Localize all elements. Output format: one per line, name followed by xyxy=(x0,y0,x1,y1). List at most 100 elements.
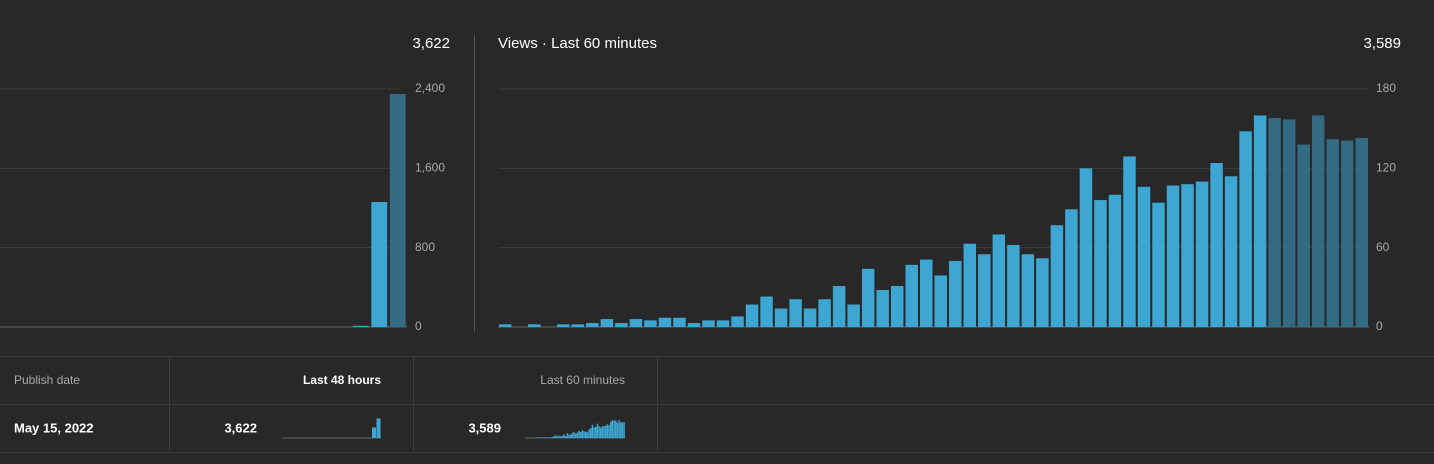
bar xyxy=(745,304,759,327)
bar xyxy=(600,319,614,327)
bar xyxy=(629,319,643,327)
sparkline-bar xyxy=(598,426,600,438)
y-tick-label: 0 xyxy=(1376,319,1383,333)
bar xyxy=(687,323,701,327)
table: Publish date Last 48 hours Last 60 minut… xyxy=(0,356,1434,453)
bar xyxy=(949,260,962,327)
sparkline-bar xyxy=(623,422,625,438)
sparkline-bar xyxy=(621,422,624,438)
sparkline-bar xyxy=(581,430,584,438)
bar xyxy=(890,286,904,327)
bar xyxy=(1195,181,1209,327)
sparkline-bar xyxy=(556,436,559,438)
sparkline-bar xyxy=(575,433,577,438)
sparkline-bar xyxy=(576,432,579,438)
sparkline-bar xyxy=(605,425,607,438)
bar xyxy=(876,289,889,327)
bar xyxy=(861,268,875,327)
y-tick-label: 0 xyxy=(415,319,422,333)
bar xyxy=(789,299,802,327)
bar xyxy=(1297,144,1310,327)
bar xyxy=(1253,115,1267,327)
bar xyxy=(1224,176,1238,327)
bar xyxy=(905,264,918,327)
sparkline-bar xyxy=(376,418,381,438)
sparkline-bar xyxy=(551,437,554,438)
bar xyxy=(499,324,512,327)
bar xyxy=(1239,131,1252,327)
bar xyxy=(1210,163,1223,327)
bar xyxy=(992,234,1006,327)
bar xyxy=(586,323,599,327)
bar xyxy=(803,308,817,327)
sparkline-bar xyxy=(570,434,572,438)
bar xyxy=(352,325,369,327)
sparkline-bar xyxy=(615,420,617,438)
bar xyxy=(731,316,744,327)
sparkline-bar xyxy=(610,421,612,438)
bar xyxy=(1065,209,1078,327)
column-header[interactable]: Last 48 hours xyxy=(303,373,381,387)
sparkline-bar xyxy=(558,435,560,438)
sparkline-bar xyxy=(590,428,592,438)
sparkline-bar xyxy=(555,435,557,438)
bar xyxy=(1137,186,1151,327)
bar xyxy=(1079,168,1093,327)
bar xyxy=(1036,258,1049,327)
bar xyxy=(1094,200,1107,327)
bar xyxy=(1355,137,1368,327)
cell: May 15, 2022 xyxy=(14,420,94,435)
sparkline-bar xyxy=(608,425,610,438)
sparkline-bar xyxy=(593,427,595,438)
column-header[interactable]: Publish date xyxy=(14,373,80,387)
sparkline-bar xyxy=(545,437,547,438)
bar xyxy=(1311,115,1325,327)
bar xyxy=(760,296,773,327)
sparkline-bar xyxy=(611,420,614,438)
bar xyxy=(644,320,657,327)
bar xyxy=(774,308,788,327)
sparkline-bar xyxy=(620,422,622,438)
sparkline-bar xyxy=(586,432,589,438)
sparkline-bar xyxy=(606,424,609,438)
bar xyxy=(702,320,715,327)
bar xyxy=(1166,185,1180,327)
sparkline-bar xyxy=(536,437,539,438)
bar xyxy=(847,304,860,327)
sparkline-bar xyxy=(591,424,594,438)
sparkline-bar xyxy=(588,429,590,438)
cell: 3,589 xyxy=(468,420,501,435)
bar xyxy=(1021,254,1035,327)
bar xyxy=(1326,139,1339,327)
total: 3,589 xyxy=(1363,35,1401,52)
sparkline-bar xyxy=(568,434,570,438)
bar xyxy=(963,243,977,327)
sparkline-bar xyxy=(616,422,619,438)
sparkline-bar xyxy=(540,437,542,438)
sparkline-bar xyxy=(585,431,587,438)
y-tick-label: 60 xyxy=(1376,240,1390,254)
y-tick-label: 800 xyxy=(415,240,435,254)
sparkline-bar xyxy=(566,433,569,438)
sparkline-bar xyxy=(561,435,564,438)
bar xyxy=(673,317,686,327)
sparkline-bar xyxy=(571,432,574,438)
column-header[interactable]: Last 60 minutes xyxy=(540,373,625,387)
sparkline-bar xyxy=(565,436,567,438)
sparkline-bar xyxy=(613,420,615,438)
sparkline-bar xyxy=(573,432,575,438)
sparkline-bar xyxy=(548,437,550,438)
sparkline-bar xyxy=(600,427,602,438)
chart-title: Views · Last 60 minutes xyxy=(498,35,657,52)
sparkline-bar xyxy=(541,437,544,438)
bar xyxy=(371,202,388,327)
y-tick-label: 1,600 xyxy=(415,161,445,175)
bar xyxy=(557,324,570,327)
bar xyxy=(934,275,948,327)
bar xyxy=(716,320,730,327)
sparkline-bar xyxy=(618,420,620,438)
sparkline-bar xyxy=(596,423,599,438)
